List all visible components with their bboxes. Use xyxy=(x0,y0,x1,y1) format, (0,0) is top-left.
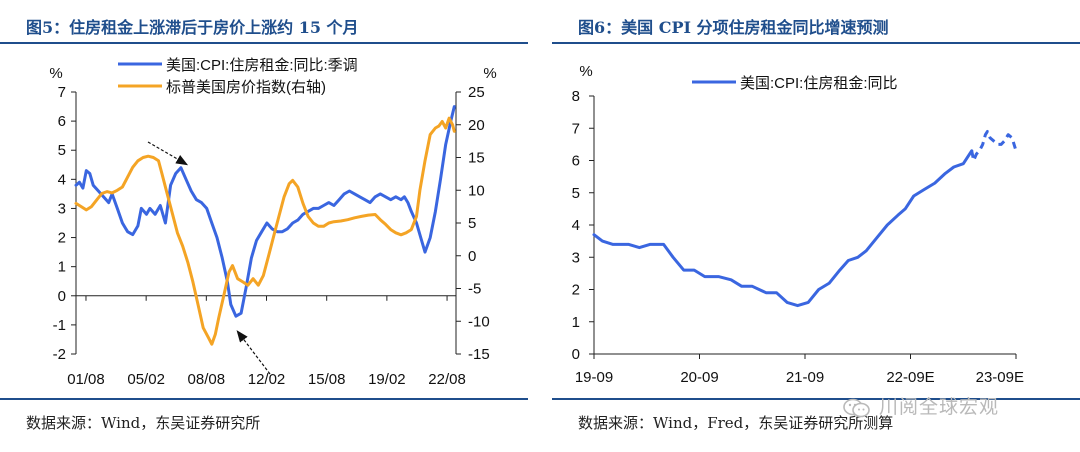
left-y-tick-label: 3 xyxy=(58,200,66,217)
x-tick-label: 01/08 xyxy=(67,371,105,388)
figure-6-top-rule xyxy=(552,42,1080,44)
x-tick-label: 23-09E xyxy=(976,369,1024,386)
y-tick-label: 7 xyxy=(572,120,580,137)
left-y-tick-label: 0 xyxy=(58,288,66,305)
figure-6-panel: 图6：美国 CPI 分项住房租金同比增速预测 0 1 2 3 4 5 6 7 8% 19-09 20… xyxy=(552,0,1080,452)
y-tick-label: 1 xyxy=(572,314,580,331)
x-tick-label: 20-09 xyxy=(680,369,718,386)
y-unit: % xyxy=(579,63,592,80)
figure-5-bottom-rule xyxy=(0,398,528,400)
peak-annotation-arrow xyxy=(147,141,189,166)
figure-6-title: 图6：美国 CPI 分项住房租金同比增速预测 xyxy=(578,18,889,37)
figure-6-source: 数据来源：Wind，Fred，东吴证券研究所测算 xyxy=(578,414,894,432)
y-tick-label: 8 xyxy=(572,88,580,105)
figure-6-chart: 0 1 2 3 4 5 6 7 8% 19-09 20-09 21-09 22-09E 23-09E 美国:… xyxy=(572,63,1024,386)
right-y-tick-label: 15 xyxy=(468,150,485,167)
x-tick-label: 05/02 xyxy=(127,371,165,388)
y-tick-label: 3 xyxy=(572,249,580,266)
wechat-icon xyxy=(843,398,870,417)
figure-6-bottom-rule xyxy=(552,398,1080,400)
figure-5-top-rule xyxy=(0,42,528,44)
x-tick-label: 08/08 xyxy=(188,371,226,388)
y-tick-label: 5 xyxy=(572,185,580,202)
right-y-tick-label: -15 xyxy=(468,346,490,363)
y-tick-label: 6 xyxy=(572,153,580,170)
right-y-tick-label: 0 xyxy=(468,248,476,265)
rent-forecast-line xyxy=(970,130,1018,162)
right-y-tick-label: -5 xyxy=(468,281,481,298)
left-y-tick-label: 7 xyxy=(58,84,66,101)
watermark-text: 川阅全球宏观 xyxy=(879,396,1000,418)
y-tick-label: 4 xyxy=(572,217,580,234)
watermark: 川阅全球宏观 xyxy=(842,392,999,419)
right-y-tick-label: 25 xyxy=(468,84,485,101)
x-tick-label: 22/08 xyxy=(428,371,466,388)
x-tick-label: 15/08 xyxy=(308,371,346,388)
left-y-tick-label: 2 xyxy=(58,230,66,247)
x-tick-label: 22-09E xyxy=(886,369,934,386)
left-y-tick-label: -1 xyxy=(53,317,66,334)
x-tick-label: 19-09 xyxy=(575,369,613,386)
rent-actual-line xyxy=(592,149,974,308)
left-y-tick-label: 6 xyxy=(58,113,66,130)
right-y-tick-label: -10 xyxy=(468,313,490,330)
x-tick-label: 12/02 xyxy=(248,371,286,388)
legend-label: 标普美国房价指数(右轴) xyxy=(166,79,326,96)
left-y-tick-label: 5 xyxy=(58,142,66,159)
left-y-tick-label: -2 xyxy=(53,346,66,363)
left-y-unit: % xyxy=(49,65,62,82)
x-tick-label: 19/02 xyxy=(368,371,406,388)
left-y-tick-label: 4 xyxy=(58,171,66,188)
right-y-tick-label: 5 xyxy=(468,215,476,232)
trough-annotation-arrow xyxy=(236,330,271,375)
y-tick-label: 0 xyxy=(572,346,580,363)
rent-cpi-series-line xyxy=(74,105,456,318)
right-y-tick-label: 10 xyxy=(468,182,485,199)
right-y-unit: % xyxy=(483,65,496,82)
house-price-series-line xyxy=(74,116,456,346)
right-y-tick-label: 20 xyxy=(468,117,485,134)
figure-5-title: 图5：住房租金上涨滞后于房价上涨约 15 个月 xyxy=(26,18,359,37)
figure-5-source: 数据来源：Wind，东吴证券研究所 xyxy=(26,414,261,432)
x-tick-label: 21-09 xyxy=(786,369,824,386)
y-tick-label: 2 xyxy=(572,282,580,299)
legend-label: 美国:CPI:住房租金:同比:季调 xyxy=(166,57,358,74)
left-y-tick-label: 1 xyxy=(58,259,66,276)
figure-5-panel: 图5：住房租金上涨滞后于房价上涨约 15 个月 -2 -1 0 1 2 3 4 5 6 7 -15-… xyxy=(0,0,528,452)
legend-label: 美国:CPI:住房租金:同比 xyxy=(740,75,898,92)
